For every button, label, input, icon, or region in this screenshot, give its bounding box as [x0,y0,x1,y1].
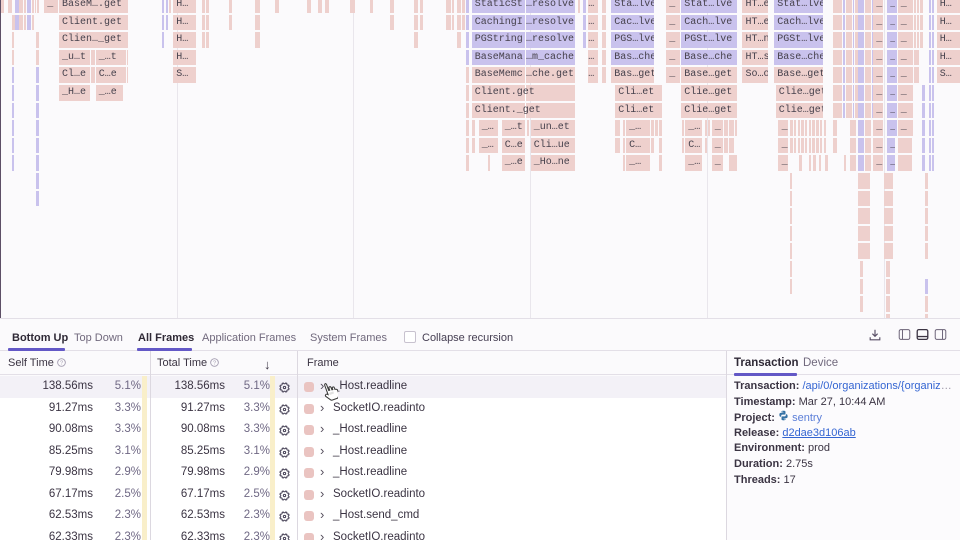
svg-text:?: ? [60,360,63,366]
svg-text:?: ? [213,360,216,366]
